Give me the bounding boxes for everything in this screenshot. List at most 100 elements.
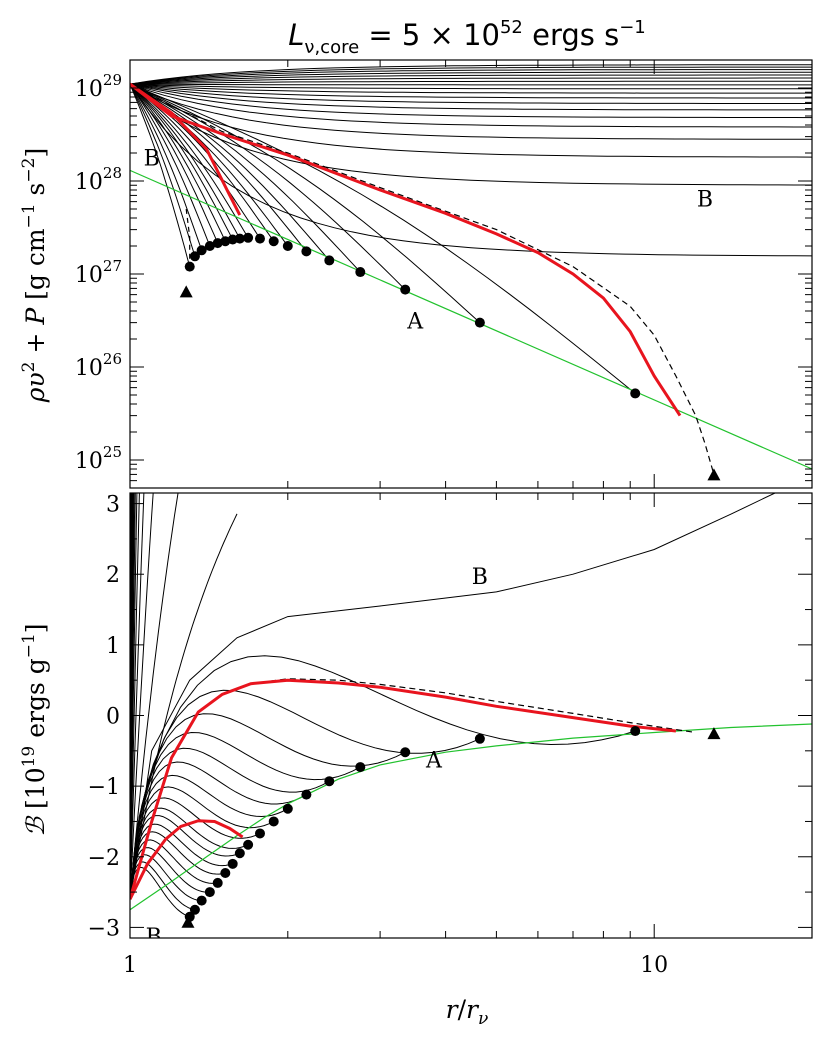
bottom-inner-curve-14 (130, 731, 361, 900)
top-y-tick-label: 1025 (75, 443, 122, 474)
top-panel: A B B 1025 1026 1027 1028 1029 ρυ2 + P [g cm−1… (19, 59, 813, 489)
top-y-axis-label: ρυ2 + P [g cm−1 s−2] (19, 148, 50, 403)
bottom-panel: B A B 1 10 −3 −2 −1 0 1 2 3 ℬ [1019 ergs g−1] r/rν (19, 492, 813, 1029)
bottom-steep-curve-1 (130, 493, 179, 900)
top-outer-curve-11 (130, 83, 812, 86)
top-y-tick-label: 1026 (75, 350, 122, 381)
bottom-inner-curve-11 (130, 774, 289, 900)
bottom-y-tick-label: −3 (88, 916, 120, 941)
top-dot-marker (254, 233, 265, 244)
bottom-dot-marker (196, 895, 207, 906)
top-triangle-marker (707, 468, 721, 481)
top-outer-curve-9 (130, 83, 812, 94)
bottom-y-tick-label: 2 (106, 563, 120, 588)
bottom-dot-marker (301, 789, 312, 800)
top-dot-marker (212, 238, 223, 249)
bottom-dot-marker (355, 762, 366, 773)
top-dot-marker (324, 255, 335, 266)
bottom-triangle-marker (707, 727, 721, 740)
top-red-short-curve (130, 82, 242, 216)
bottom-dot-marker (234, 848, 245, 859)
top-dot-marker (474, 317, 485, 328)
top-outer-curve-18 (130, 64, 812, 85)
top-inner-curve-7 (130, 83, 241, 239)
bottom-dashed-curve (130, 678, 696, 900)
bottom-steep-curve-17 (130, 493, 132, 900)
bottom-annotation-1: A (425, 748, 443, 773)
bottom-y-tick-label: 3 (106, 493, 120, 518)
top-inner-curve-16 (130, 83, 481, 323)
bottom-red-short-curve (130, 819, 244, 900)
top-inner-curve-17 (130, 83, 636, 394)
top-annotation-2: B (697, 187, 713, 212)
bottom-steep-curve-2 (130, 493, 154, 900)
top-outer-curve-3 (130, 83, 812, 140)
bottom-inner-curve-5 (130, 831, 226, 900)
bottom-inner-curve-17 (130, 655, 636, 900)
top-dot-marker (282, 241, 293, 252)
top-outer-curve-13 (130, 77, 812, 85)
bottom-y-tick-label: −2 (88, 846, 120, 871)
top-dot-marker (184, 261, 195, 272)
bottom-dot-marker (400, 747, 411, 758)
top-outer-curve-2 (130, 83, 812, 158)
top-dashed-curve (130, 83, 715, 475)
top-dot-marker (355, 267, 366, 278)
top-inner-curve-1 (130, 83, 196, 257)
top-inner-curve-2 (130, 83, 203, 251)
bottom-dot-marker (189, 904, 200, 915)
bottom-inner-curve-6 (130, 823, 233, 900)
top-red-curve (130, 82, 682, 417)
top-inner-curve-3 (130, 83, 211, 247)
bottom-triangle-marker (181, 915, 195, 928)
top-inner-curve-13 (130, 83, 330, 261)
bottom-steep-curve-3 (130, 493, 145, 900)
top-dot-marker (234, 233, 245, 244)
bottom-dot-marker (204, 887, 215, 898)
bottom-annotation-0: B (472, 565, 488, 590)
bottom-dot-marker (212, 877, 223, 888)
top-dot-marker (243, 232, 254, 243)
bottom-dot-marker (474, 733, 485, 744)
bottom-y-tick-label: 0 (106, 705, 120, 730)
top-outer-curve-6 (130, 83, 812, 111)
top-outer-curve-0 (130, 83, 812, 257)
bottom-steep-curve-11 (130, 493, 133, 900)
top-dot-marker (268, 236, 279, 247)
top-outer-curve-16 (130, 69, 812, 85)
top-y-tick-label: 1027 (75, 257, 122, 288)
bottom-inner-curve-7 (130, 815, 240, 900)
x-tick-label: 1 (123, 953, 137, 978)
bottom-red-curve (130, 678, 677, 900)
top-y-tick-label: 1029 (75, 71, 122, 102)
top-inner-curve-14 (130, 83, 361, 273)
bottom-inner-curve-16 (130, 689, 481, 900)
bottom-dot-marker (324, 776, 335, 787)
top-annotation-1: B (144, 147, 160, 172)
bottom-upper-curve (130, 493, 776, 900)
top-outer-curve-7 (130, 83, 812, 104)
bottom-y-axis-label: ℬ [1019 ergs g−1] (19, 623, 50, 836)
top-inner-curve-4 (130, 83, 219, 244)
bottom-annotation-2: B (146, 925, 162, 950)
top-inner-curve-6 (130, 83, 234, 240)
bottom-steep-curve-0 (130, 513, 238, 900)
top-dot-marker (204, 241, 215, 252)
bottom-inner-curve-12 (130, 761, 307, 900)
top-outer-curve-4 (130, 83, 812, 128)
top-outer-curve-5 (130, 83, 812, 119)
top-dot-marker (630, 388, 641, 399)
bottom-y-tick-label: −1 (88, 775, 120, 800)
top-dashed-inner-curve (185, 208, 191, 271)
top-outer-curve-12 (130, 80, 812, 85)
bottom-inner-curve-9 (130, 797, 261, 900)
bottom-dot-marker (254, 828, 265, 839)
bottom-dot-marker (630, 726, 641, 737)
bottom-dot-marker (227, 858, 238, 869)
top-inner-curve-5 (130, 83, 226, 242)
chart-title: Lν,core = 5 × 1052 ergs s−1 (288, 17, 646, 58)
top-outer-curve-10 (130, 83, 812, 90)
top-outer-curve-17 (130, 66, 812, 85)
x-tick-label: 10 (640, 953, 668, 978)
bottom-inner-curve-8 (130, 807, 249, 900)
